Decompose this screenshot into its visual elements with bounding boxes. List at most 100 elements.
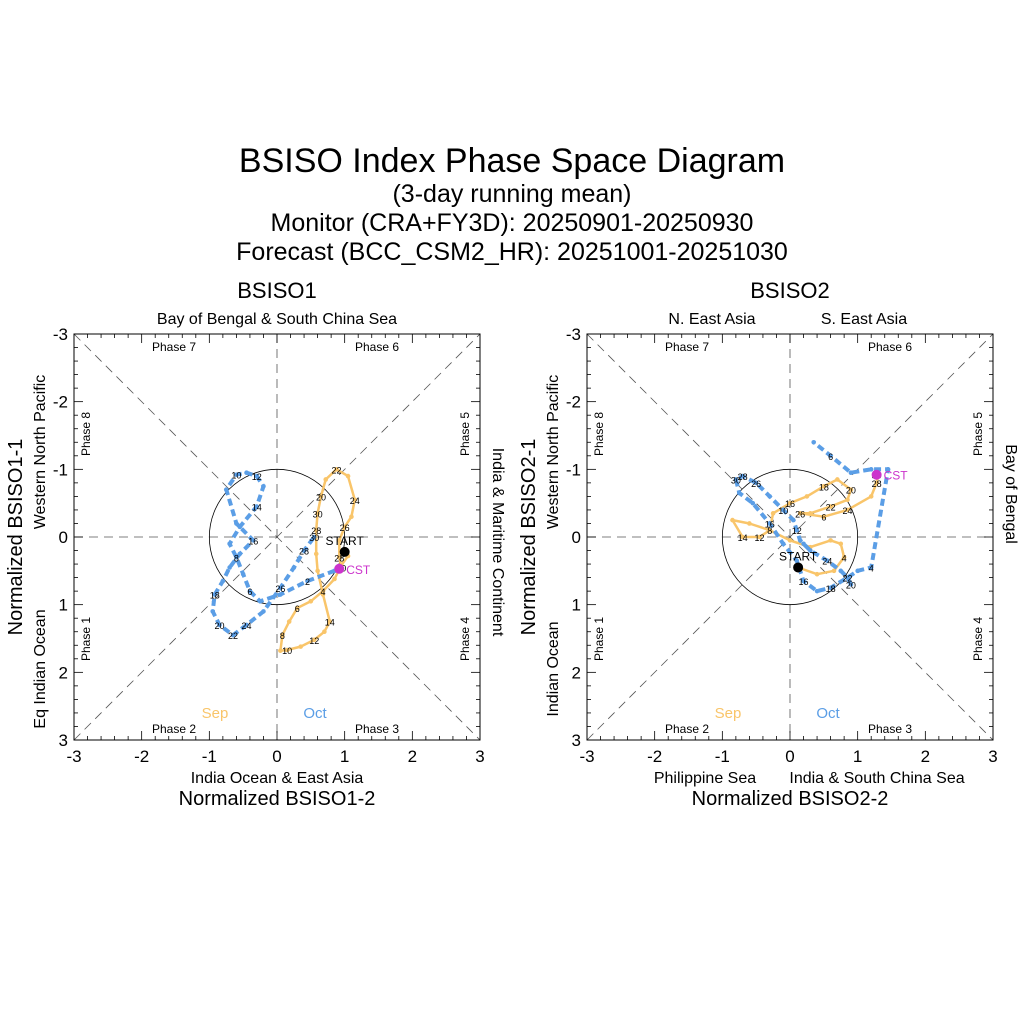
region-label-top: N. East Asia <box>668 311 755 328</box>
panel-title: BSISO2 <box>750 278 829 303</box>
y-tick-label: 0 <box>59 528 68 547</box>
region-label-bottom: India Ocean & East Asia <box>191 770 364 787</box>
phase-label: Phase 3 <box>355 722 399 736</box>
series-point-oct <box>210 609 215 614</box>
series-point-oct <box>224 487 229 492</box>
phase-label: Phase 4 <box>458 617 472 661</box>
x-tick-label: -1 <box>715 747 730 766</box>
panel-title: BSISO1 <box>237 278 316 303</box>
day-label: 10 <box>282 646 292 656</box>
day-label: 20 <box>846 486 856 496</box>
x-tick-label: -3 <box>66 747 81 766</box>
region-label-bottom: India & South China Sea <box>789 770 964 787</box>
y-tick-label: 1 <box>59 596 68 615</box>
region-label-right: India & Maritime Continent <box>489 448 506 637</box>
start-marker <box>340 547 350 557</box>
day-label: 8 <box>280 631 285 641</box>
day-label: 18 <box>826 584 836 594</box>
y-axis-label: Normalized BSISO1-1 <box>5 439 27 636</box>
phase-label: Phase 2 <box>152 722 196 736</box>
day-label: 8 <box>234 553 239 563</box>
x-tick-label: 1 <box>340 747 349 766</box>
phase-label: Phase 7 <box>665 340 709 354</box>
day-label: 6 <box>247 587 252 597</box>
x-tick-label: -3 <box>579 747 594 766</box>
series-point-oct <box>869 467 874 472</box>
x-tick-label: -2 <box>134 747 149 766</box>
region-label-left: Western North Pacific <box>32 375 49 529</box>
series-point-oct <box>849 470 854 475</box>
day-label: 2 <box>305 577 310 587</box>
series-point-oct <box>292 565 297 570</box>
series-point-oct <box>767 494 772 499</box>
start-label: START <box>779 549 818 563</box>
day-label: 4 <box>842 553 847 563</box>
day-label: 12 <box>252 472 262 482</box>
series-point-sep <box>869 494 874 499</box>
series-point-oct <box>798 538 803 543</box>
series-point-oct <box>815 589 820 594</box>
day-label: 10 <box>231 471 241 481</box>
series-point-oct <box>750 501 755 506</box>
series-point-sep <box>298 644 303 649</box>
day-label: 16 <box>248 536 258 546</box>
series-point-sep <box>322 629 327 634</box>
x-tick-label: -2 <box>647 747 662 766</box>
day-label: 16 <box>765 519 775 529</box>
day-label: 30 <box>309 533 319 543</box>
series-point-oct <box>737 491 742 496</box>
x-axis-label: Normalized BSISO1-2 <box>179 788 376 810</box>
day-label: 22 <box>826 503 836 513</box>
day-label: 28 <box>299 547 309 557</box>
x-tick-label: 2 <box>408 747 417 766</box>
x-tick-label: 0 <box>785 747 794 766</box>
day-label: 20 <box>316 492 326 502</box>
day-label: 6 <box>295 604 300 614</box>
phase-label: Phase 8 <box>592 412 606 456</box>
x-axis-label: Normalized BSISO2-2 <box>692 788 889 810</box>
y-tick-label: -2 <box>53 393 68 412</box>
series-point-sep <box>771 511 776 516</box>
x-tick-label: -1 <box>202 747 217 766</box>
series-point-sep <box>323 477 328 482</box>
day-label: 26 <box>751 479 761 489</box>
series-point-sep <box>808 511 813 516</box>
series-point-oct <box>261 484 266 489</box>
series-point-sep <box>835 477 840 482</box>
day-label: 24 <box>242 621 252 631</box>
phase-label: Phase 1 <box>592 617 606 661</box>
day-label: 12 <box>755 533 765 543</box>
series-point-sep <box>788 538 793 543</box>
phase-label: Phase 2 <box>665 722 709 736</box>
phase-label: Phase 5 <box>971 412 985 456</box>
day-label: 22 <box>332 465 342 475</box>
series-point-oct <box>244 470 249 475</box>
series-point-sep <box>349 514 354 519</box>
y-tick-label: -3 <box>566 325 581 344</box>
x-tick-label: 0 <box>272 747 281 766</box>
day-label: 16 <box>799 577 809 587</box>
series-point-sep <box>309 599 314 604</box>
day-label: 26 <box>795 509 805 519</box>
series-point-oct <box>838 569 843 574</box>
y-tick-label: -1 <box>566 460 581 479</box>
day-label: 4 <box>869 563 874 573</box>
phase-label: Phase 8 <box>79 412 93 456</box>
series-point-oct <box>227 541 232 546</box>
day-label: 10 <box>778 506 788 516</box>
y-tick-label: -2 <box>566 393 581 412</box>
y-tick-label: 0 <box>572 528 581 547</box>
legend-oct: Oct <box>816 705 840 722</box>
day-label: 12 <box>792 526 802 536</box>
cst-label: CST <box>884 469 909 483</box>
phase-label: Phase 7 <box>152 340 196 354</box>
series-point-oct <box>801 541 806 546</box>
day-label: 22 <box>228 631 238 641</box>
day-label: 18 <box>210 591 220 601</box>
y-tick-label: -1 <box>53 460 68 479</box>
cst-label: CST <box>346 563 371 577</box>
series-point-sep <box>287 619 292 624</box>
day-label: 14 <box>252 503 262 513</box>
